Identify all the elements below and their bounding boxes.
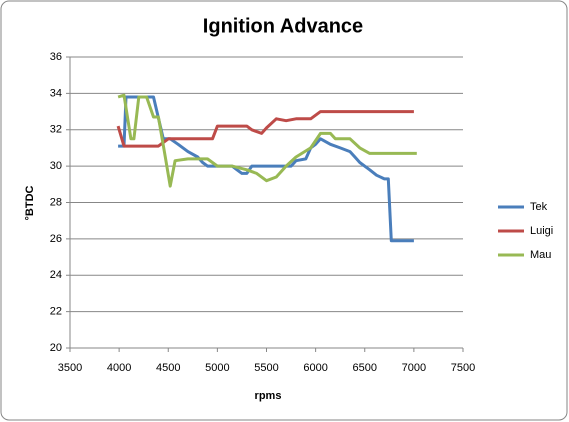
y-tick-label: 22	[50, 306, 62, 318]
legend-label: Luigi	[530, 225, 553, 237]
legend-label: Mau	[530, 249, 551, 261]
x-tick-label: 7000	[402, 362, 426, 374]
series-line	[117, 93, 417, 188]
y-tick-label: 26	[50, 233, 62, 245]
y-tick-label: 24	[50, 269, 62, 281]
series-line	[118, 95, 414, 243]
y-tick-label: 32	[50, 124, 62, 136]
x-axis-label: rpms	[255, 390, 282, 402]
x-tick-label: 4000	[107, 362, 131, 374]
y-tick-label: 36	[50, 51, 62, 63]
x-tick-label: 3500	[58, 362, 82, 374]
chart-title: Ignition Advance	[203, 15, 363, 37]
x-tick-label: 4500	[156, 362, 180, 374]
y-tick-label: 30	[50, 160, 62, 172]
y-tick-label: 34	[50, 87, 62, 99]
y-tick-label: 28	[50, 196, 62, 208]
y-tick-label: 20	[50, 342, 62, 354]
legend-label: Tek	[530, 201, 548, 213]
x-tick-label: 6500	[353, 362, 377, 374]
x-tick-label: 5500	[254, 362, 278, 374]
x-tick-label: 5000	[205, 362, 229, 374]
x-tick-label: 7500	[451, 362, 475, 374]
y-axis-label: °BTDC	[24, 185, 36, 220]
x-tick-label: 6000	[303, 362, 327, 374]
